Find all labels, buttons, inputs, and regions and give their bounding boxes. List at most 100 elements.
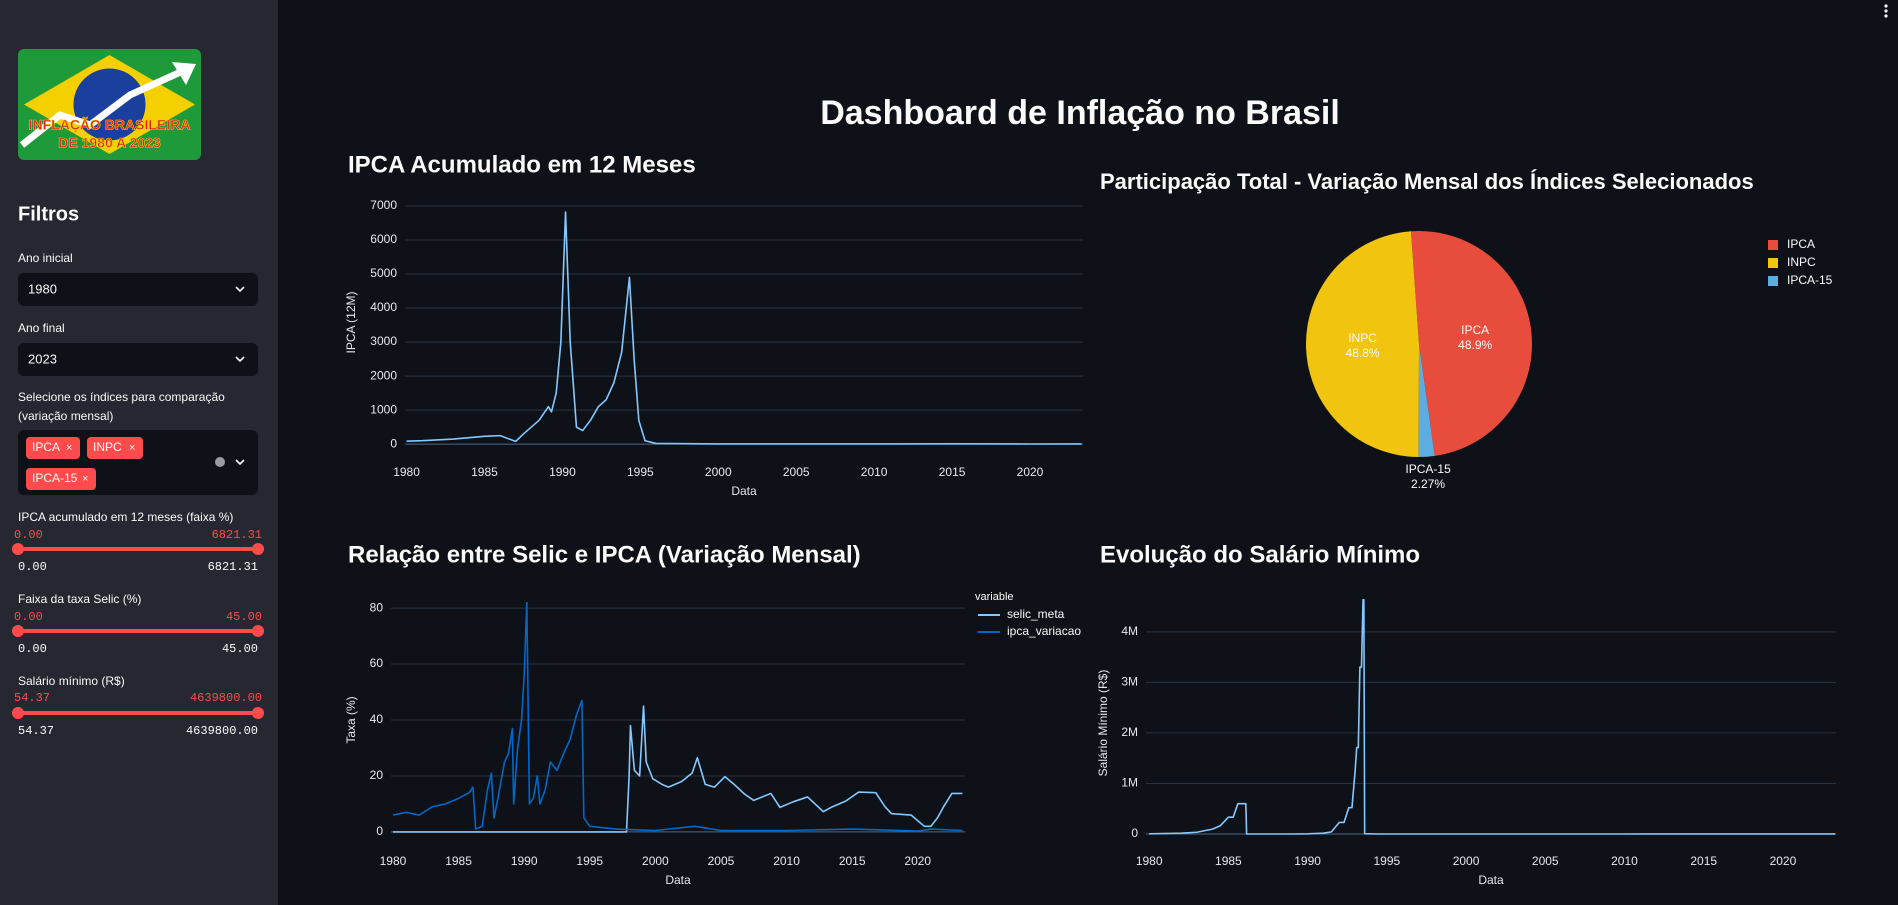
chevron (235, 356, 245, 363)
chip[interactable] (26, 437, 80, 459)
y-tick-label: 3M (1121, 675, 1138, 689)
y-tick-label: 0 (390, 436, 397, 450)
x-axis-title: Data (665, 873, 691, 887)
y-tick-label: 1M (1121, 776, 1138, 790)
slider-thumb[interactable] (252, 543, 264, 555)
chip[interactable] (87, 437, 143, 459)
legend-swatch (1768, 276, 1778, 286)
menu-icon[interactable] (1884, 4, 1888, 18)
y-tick-label: 0 (1131, 826, 1138, 840)
legend-label: INPC (1787, 255, 1816, 269)
x-axis-title: Data (731, 484, 757, 498)
slider-thumb-value: 4639800.00 (190, 691, 262, 705)
slider-label: Faixa da taxa Selic (%) (18, 592, 141, 606)
chip-remove[interactable]: × (66, 442, 72, 454)
chip-remove[interactable]: × (82, 473, 88, 485)
pie-value-label: 48.8% (1346, 346, 1380, 360)
x-tick-label: 1985 (445, 854, 472, 868)
sidebar-heading: Filtros (18, 203, 79, 225)
y-tick-label: 4M (1121, 624, 1138, 638)
x-tick-label: 1990 (549, 465, 576, 479)
chart-title: Participação Total - Variação Mensal dos… (1100, 169, 1754, 194)
y-tick-label: 40 (370, 712, 384, 726)
x-tick-label: 2020 (1770, 854, 1797, 868)
x-tick-label: 1980 (393, 465, 420, 479)
legend-swatch (1768, 240, 1778, 250)
slider-max: 4639800.00 (186, 724, 258, 738)
slider-thumb-value: 45.00 (226, 610, 262, 624)
x-tick-label: 2005 (708, 854, 735, 868)
x-tick-label: 2000 (705, 465, 732, 479)
legend-label: ipca_variacao (1007, 624, 1081, 638)
select-value: 1980 (28, 281, 57, 296)
legend-swatch (1768, 258, 1778, 268)
slider-thumb[interactable] (252, 625, 264, 637)
logo: INFLAÇÃO BRASILEIRA DE 1980 A 2023 (18, 49, 201, 160)
select-label: Ano final (18, 321, 65, 335)
pie-slice (1305, 231, 1419, 457)
y-axis-title: Salário Mínimo (R$) (1096, 670, 1110, 777)
y-tick-label: 7000 (370, 198, 397, 212)
x-tick-label: 1985 (471, 465, 498, 479)
slider-max: 6821.31 (208, 560, 258, 574)
chevron (235, 286, 245, 293)
pie-slice (1418, 344, 1435, 457)
chip-remove[interactable]: × (129, 442, 135, 454)
y-tick-label: 1000 (370, 402, 397, 416)
pie-label: INPC (1348, 331, 1377, 345)
y-tick-label: 2000 (370, 368, 397, 382)
chart-title: IPCA Acumulado em 12 Meses (348, 151, 696, 178)
y-tick-label: 5000 (370, 266, 397, 280)
x-tick-label: 1990 (1294, 854, 1321, 868)
chip[interactable] (26, 468, 96, 490)
x-tick-label: 1995 (1373, 854, 1400, 868)
chevron (235, 459, 245, 466)
pie-slice (1410, 230, 1533, 456)
x-tick-label: 1985 (1215, 854, 1242, 868)
legend-label: IPCA (1787, 237, 1815, 251)
y-tick-label: 80 (370, 600, 384, 614)
pie-label: IPCA (1461, 323, 1489, 337)
slider-label: Salário mínimo (R$) (18, 674, 125, 688)
clear-icon[interactable] (215, 457, 225, 467)
slider-thumb[interactable] (12, 707, 24, 719)
legend-title: variable (975, 591, 1014, 603)
x-tick-label: 1995 (627, 465, 654, 479)
select-label: Ano inicial (18, 251, 73, 265)
pie-label: IPCA-15 (1405, 462, 1451, 476)
x-tick-label: 1990 (511, 854, 538, 868)
x-tick-label: 1995 (576, 854, 603, 868)
x-tick-label: 2015 (1690, 854, 1717, 868)
logo-text: INFLAÇÃO BRASILEIRA (29, 116, 191, 133)
slider-thumb[interactable] (12, 625, 24, 637)
pie-value-label: 48.9% (1458, 338, 1492, 352)
slider-thumb-value: 0.00 (14, 528, 43, 542)
x-tick-label: 2015 (939, 465, 966, 479)
x-axis-title: Data (1478, 873, 1504, 887)
slider-min: 0.00 (18, 642, 47, 656)
x-tick-label: 1980 (380, 854, 407, 868)
chip-text: IPCA-15 (32, 471, 78, 485)
select-box[interactable] (18, 343, 258, 376)
slider-thumb[interactable] (12, 543, 24, 555)
x-tick-label: 2015 (839, 854, 866, 868)
multiselect-label: Selecione os índices para comparação (va… (18, 390, 225, 423)
line-series (392, 601, 963, 832)
y-tick-label: 4000 (370, 300, 397, 314)
multiselect-label-box: Selecione os índices para comparação (va… (18, 390, 225, 423)
x-tick-label: 2020 (1017, 465, 1044, 479)
line-series (392, 705, 963, 833)
x-tick-label: 2000 (642, 854, 669, 868)
slider-min: 54.37 (18, 724, 54, 738)
select-box[interactable] (18, 273, 258, 306)
slider-thumb-value: 54.37 (14, 691, 50, 705)
chart-title: Relação entre Selic e IPCA (Variação Men… (348, 541, 861, 568)
x-tick-label: 2000 (1453, 854, 1480, 868)
x-tick-label: 2010 (773, 854, 800, 868)
slider-thumb-value: 0.00 (14, 610, 43, 624)
slider-max: 45.00 (222, 642, 258, 656)
slider-thumb-value: 6821.31 (212, 528, 262, 542)
slider-thumb[interactable] (252, 707, 264, 719)
